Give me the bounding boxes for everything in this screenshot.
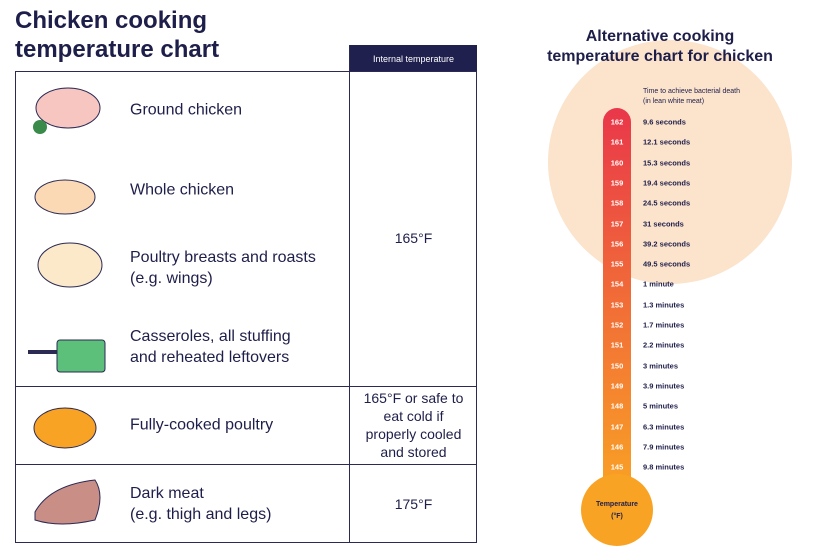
bulb-label: Temperature (°F) bbox=[596, 501, 638, 520]
thermo-time: 2.2 minutes bbox=[643, 340, 685, 350]
thermo-time: 39.2 seconds bbox=[643, 239, 691, 249]
right-title: Alternative cooking temperature chart fo… bbox=[547, 28, 773, 65]
temperature: 165°F bbox=[394, 230, 433, 246]
thermo-time: 31 seconds bbox=[643, 219, 684, 228]
thermo-temp: 154 bbox=[610, 279, 624, 289]
thermo-time: 1.7 minutes bbox=[643, 320, 685, 330]
thermo-temp: 162 bbox=[610, 117, 624, 127]
thermo-time: 19.4 seconds bbox=[643, 178, 691, 188]
thermo-time: 3 minutes bbox=[643, 361, 679, 371]
icon bbox=[35, 87, 101, 129]
thermo-time: 5 minutes bbox=[643, 401, 679, 411]
title: Chicken cooking temperature chart bbox=[15, 7, 220, 63]
thermo-temp: 160 bbox=[610, 158, 624, 168]
thermo-temp: 156 bbox=[610, 239, 624, 249]
temperature: 165°F or safe to eat cold if properly co… bbox=[363, 390, 464, 460]
item-label: Whole chicken bbox=[130, 181, 235, 199]
icon bbox=[34, 179, 96, 215]
temperature: 175°F bbox=[394, 496, 433, 512]
thermo-time: 7.9 minutes bbox=[643, 442, 685, 452]
thermo-temp: 157 bbox=[610, 219, 624, 228]
thermo-temp: 145 bbox=[610, 462, 624, 472]
thermo-time: 12.1 seconds bbox=[643, 137, 691, 147]
item-label: Dark meat (e.g. thigh and legs) bbox=[130, 485, 272, 523]
icon bbox=[33, 407, 97, 449]
thermo-time: 6.3 minutes bbox=[643, 422, 685, 431]
thermo-temp: 151 bbox=[610, 340, 624, 350]
thermo-temp: 148 bbox=[610, 401, 624, 411]
thermo-time: 1 minute bbox=[643, 279, 674, 289]
thermo-time: 9.8 minutes bbox=[643, 462, 685, 472]
item-label: Casseroles, all stuffing and reheated le… bbox=[130, 328, 291, 366]
thermo-temp: 150 bbox=[610, 361, 624, 371]
caption: Time to achieve bacterial death (in lean… bbox=[643, 88, 741, 105]
thermo-temp: 147 bbox=[610, 422, 624, 431]
thermo-time: 3.9 minutes bbox=[643, 381, 685, 391]
thermo-temp: 149 bbox=[610, 381, 624, 391]
icon bbox=[33, 120, 47, 134]
icon bbox=[34, 479, 101, 525]
thermo-temp: 161 bbox=[610, 137, 624, 147]
thermo-temp: 152 bbox=[610, 320, 624, 330]
item-label: Ground chicken bbox=[130, 101, 243, 119]
thermo-time: 9.6 seconds bbox=[643, 117, 686, 127]
thermo-temp: 155 bbox=[610, 259, 624, 269]
icon bbox=[37, 242, 103, 288]
thermo-time: 1.3 minutes bbox=[643, 300, 685, 310]
thermo-temp: 159 bbox=[610, 178, 624, 188]
thermo-time: 49.5 seconds bbox=[643, 259, 691, 269]
item-label: Fully-cooked poultry bbox=[130, 416, 274, 434]
column-header: Internal temperature bbox=[350, 45, 477, 72]
thermo-time: 15.3 seconds bbox=[643, 158, 691, 168]
thermo-temp: 146 bbox=[610, 442, 624, 452]
thermo-temp: 158 bbox=[610, 198, 624, 208]
thermometer-bulb bbox=[581, 474, 653, 546]
thermo-temp: 153 bbox=[610, 300, 624, 310]
table-border bbox=[15, 71, 477, 543]
item-label: Poultry breasts and roasts (e.g. wings) bbox=[130, 249, 316, 287]
thermometer-tube bbox=[603, 108, 631, 498]
thermo-time: 24.5 seconds bbox=[643, 198, 691, 208]
icon bbox=[56, 339, 106, 373]
